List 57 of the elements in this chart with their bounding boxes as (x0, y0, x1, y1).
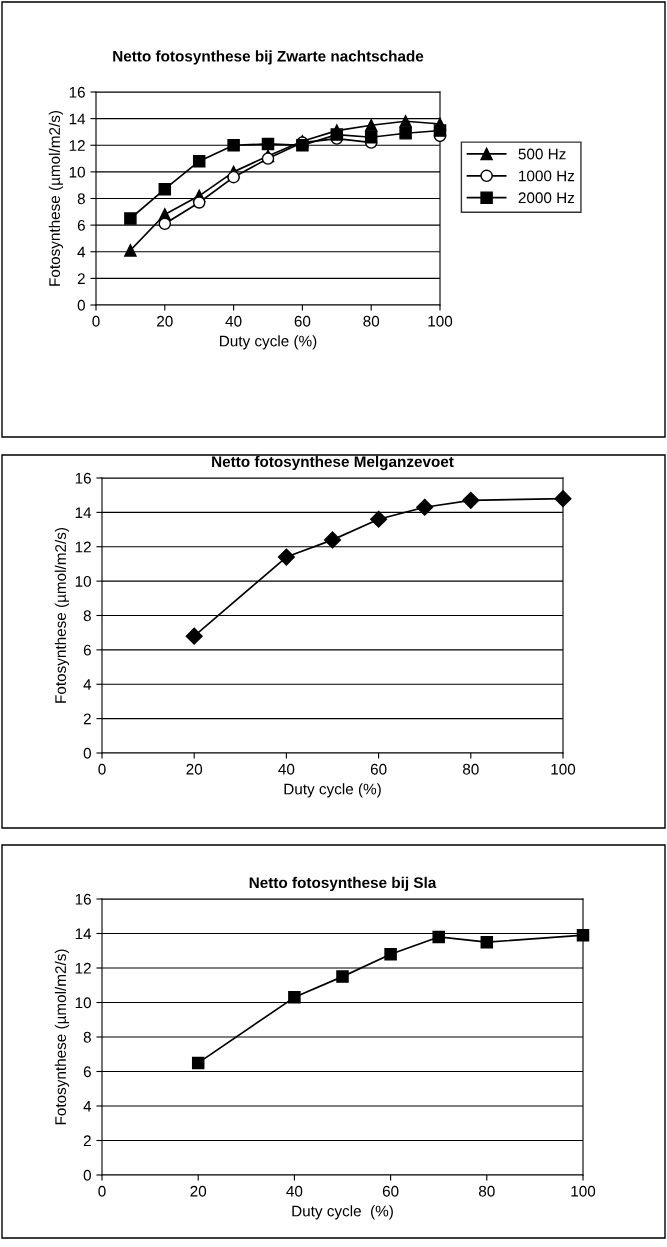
x-tick-label: 80 (478, 1185, 495, 1197)
y-tick-label: 8 (83, 1031, 91, 1043)
y-tick-label: 0 (83, 1169, 91, 1181)
y-tick-label: 16 (69, 86, 85, 98)
y-tick-label: 4 (77, 246, 86, 258)
x-tick-label: 60 (294, 315, 311, 327)
legend-label: 2000 Hz (518, 192, 575, 204)
x-tick-label: 60 (382, 1185, 399, 1197)
chart-title: Netto fotosynthese Melganzevoet (212, 455, 454, 471)
x-tick-label: 100 (428, 315, 453, 327)
y-tick-label: 10 (75, 997, 91, 1009)
y-tick-label: 6 (83, 1066, 91, 1078)
y-tick-label: 6 (83, 644, 91, 656)
y-tick-label: 6 (77, 219, 85, 231)
chart-title: Netto fotosynthese bij Sla (249, 876, 437, 892)
x-axis-title: Duty cycle (%) (292, 1205, 393, 1220)
y-tick-label: 0 (77, 299, 85, 311)
y-tick-label: 10 (69, 166, 85, 178)
y-axis-title: Fotosynthese (µmol/m2/s) (54, 527, 70, 703)
y-tick-label: 14 (75, 507, 92, 518)
x-tick-label: 80 (363, 315, 380, 327)
y-tick-label: 10 (75, 575, 91, 587)
y-tick-label: 16 (75, 893, 91, 905)
x-tick-label: 40 (278, 763, 295, 775)
y-tick-label: 2 (83, 713, 91, 725)
x-tick-label: 40 (286, 1185, 303, 1197)
x-tick-label: 60 (370, 763, 387, 775)
y-axis-title: Fotosynthese (µmol/m2/s) (54, 949, 70, 1125)
y-tick-label: 4 (83, 679, 92, 690)
x-tick-label: 80 (462, 763, 479, 775)
y-tick-label: 8 (77, 193, 85, 205)
x-axis-title: Duty cycle (%) (220, 335, 317, 350)
y-tick-label: 2 (83, 1135, 91, 1147)
y-tick-label: 8 (83, 610, 91, 622)
y-tick-label: 16 (75, 472, 91, 484)
y-tick-label: 12 (75, 962, 91, 974)
y-axis-title: Fotosynthese (µmol/m2/s) (48, 110, 64, 286)
y-tick-label: 14 (75, 928, 92, 940)
y-tick-label: 4 (83, 1101, 92, 1112)
x-axis-title: Duty cycle (%) (284, 783, 381, 798)
chart-title: Netto fotosynthese bij Zwarte nachtschade (113, 50, 424, 65)
x-tick-label: 20 (186, 763, 203, 775)
x-tick-label: 0 (98, 1185, 106, 1197)
y-tick-label: 12 (69, 140, 85, 151)
y-tick-label: 0 (83, 747, 91, 759)
x-tick-label: 0 (98, 763, 106, 775)
y-tick-label: 12 (75, 541, 91, 553)
x-tick-label: 20 (157, 315, 173, 327)
y-tick-label: 14 (69, 113, 86, 125)
x-tick-label: 0 (92, 315, 100, 327)
x-tick-label: 20 (190, 1185, 207, 1197)
x-tick-label: 40 (225, 315, 242, 327)
x-tick-label: 100 (571, 1185, 596, 1197)
y-tick-label: 2 (77, 273, 85, 284)
legend-label: 1000 Hz (519, 170, 575, 182)
legend-label: 500 Hz (518, 148, 566, 160)
x-tick-label: 100 (551, 763, 576, 775)
